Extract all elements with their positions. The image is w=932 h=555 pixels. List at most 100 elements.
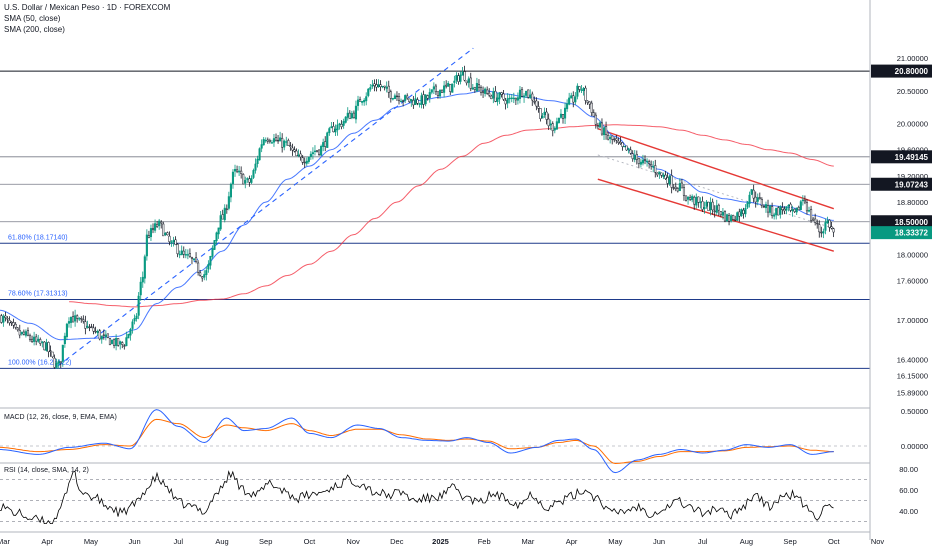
candle-body [225, 208, 228, 210]
candle [129, 327, 132, 341]
candle [160, 220, 163, 229]
candle [219, 210, 222, 231]
candle [231, 169, 235, 189]
candle-body [365, 96, 368, 102]
candle-body [281, 137, 284, 148]
candle-body [531, 93, 534, 101]
candle [383, 85, 386, 91]
candle [10, 321, 13, 326]
candle [213, 240, 216, 251]
candle-body [822, 231, 825, 234]
candle [516, 92, 519, 105]
candle-body [373, 83, 376, 86]
candle-body [250, 177, 253, 183]
time-tick-label: Oct [304, 537, 317, 546]
candle [754, 191, 757, 208]
candle [771, 202, 774, 219]
candles [0, 65, 835, 369]
candle-body [320, 145, 323, 156]
candle-body [199, 272, 202, 276]
candle-body [311, 152, 314, 155]
candle-body [129, 329, 132, 336]
candle [43, 341, 46, 351]
price-tick-label: 15.89000 [897, 389, 928, 398]
candle [24, 329, 27, 338]
candle-body [564, 107, 567, 119]
candle-body [504, 100, 507, 105]
candle [143, 254, 146, 284]
candle [402, 99, 405, 107]
candle-body [812, 218, 815, 221]
candle [629, 146, 632, 155]
candle-body [535, 100, 538, 107]
fib-label: 61.80% (18.17140) [8, 234, 68, 241]
candle-body [791, 209, 794, 212]
candle-body [586, 100, 589, 103]
candle-body [170, 241, 173, 244]
candle-body [266, 139, 269, 142]
candle [777, 206, 780, 216]
candle-body [730, 215, 733, 222]
candle-body [367, 88, 370, 96]
candle-body [670, 175, 673, 188]
candle-body [131, 321, 134, 329]
candle [127, 333, 130, 339]
candle [764, 201, 768, 213]
candle-body [190, 257, 194, 259]
macd-legend: MACD (12, 26, close, 9, EMA, EMA) [4, 414, 117, 421]
price-badge-bg [871, 150, 932, 164]
candle-body [584, 87, 587, 101]
candle-body [188, 253, 191, 257]
candle [121, 341, 124, 349]
candle-body [641, 159, 645, 164]
candle [26, 327, 30, 337]
candle [699, 197, 702, 209]
candle [359, 96, 362, 102]
candle-body [397, 96, 401, 102]
candle-body [500, 92, 503, 95]
candle [715, 199, 718, 216]
candle [225, 204, 228, 214]
candle-body [801, 199, 804, 201]
candle-body [67, 321, 71, 324]
candle [570, 92, 573, 99]
candle-body [578, 86, 581, 90]
candle-body [24, 331, 27, 336]
candle [742, 207, 745, 219]
candle [141, 271, 144, 288]
candle [37, 334, 40, 343]
candle [789, 202, 792, 213]
price-badge: 18.33372 [871, 226, 932, 240]
candle-body [356, 99, 360, 106]
candle [773, 212, 776, 220]
candle [707, 201, 710, 212]
candle [467, 76, 470, 88]
candle-body [453, 80, 456, 83]
candle [151, 223, 155, 234]
candle-body [260, 144, 263, 149]
candle [578, 86, 581, 93]
candle-body [643, 159, 647, 161]
fib-label: 78.60% (17.31313) [8, 290, 68, 297]
candle-body [803, 200, 806, 203]
candle-body [352, 112, 355, 119]
candle-body [371, 84, 374, 87]
candle-body [465, 80, 468, 84]
candle [486, 86, 489, 95]
candle [320, 144, 323, 157]
candle [814, 213, 817, 226]
price-badge-bg [871, 226, 932, 240]
candle-body [35, 336, 38, 342]
candle [502, 90, 505, 101]
candle [395, 91, 399, 102]
time-tick-label: May [84, 537, 98, 546]
candle-body [650, 164, 653, 167]
candle-body [547, 118, 550, 127]
candle-body [385, 86, 388, 89]
candle [375, 79, 378, 92]
rsi-pane [0, 470, 870, 524]
time-tick-label: 2025 [432, 537, 449, 546]
candle-body [467, 78, 470, 83]
candle [559, 109, 563, 119]
candle-body [256, 158, 259, 164]
